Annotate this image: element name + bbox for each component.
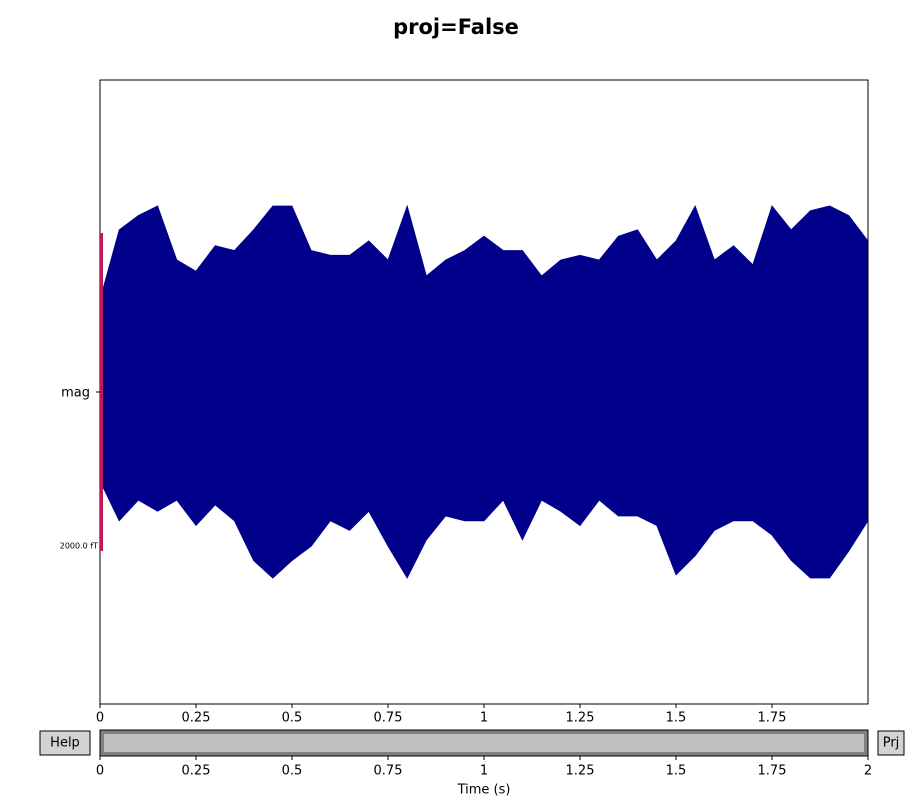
help-button[interactable] — [39, 730, 91, 756]
scrollbar-tick-label: 1.75 — [758, 764, 787, 779]
x-tick-label: 0.25 — [182, 711, 211, 726]
scrollbar-tick-label: 0.5 — [282, 764, 303, 779]
scrollbar-tick-label: 0.25 — [182, 764, 211, 779]
x-tick-label: 0.75 — [374, 711, 403, 726]
signal-envelope — [99, 391, 869, 579]
scrollbar-tick-label: 0.75 — [374, 764, 403, 779]
x-tick-label: 0 — [96, 711, 104, 726]
scrollbar-window — [100, 730, 868, 756]
chart-title: proj=False — [393, 15, 519, 39]
scale-bar-label: 2000.0 fT — [60, 542, 98, 551]
proj-button-label[interactable]: Prj — [883, 736, 900, 751]
scrollbar-tick-label: 1.25 — [566, 764, 595, 779]
scrollbar-tick-label: 1 — [480, 764, 488, 779]
proj-button[interactable] — [877, 730, 905, 756]
x-tick-label: 0.5 — [282, 711, 303, 726]
x-tick-label: 1.5 — [666, 711, 687, 726]
signal-envelope — [99, 204, 869, 393]
scrollbar-tick-label: 2 — [864, 764, 872, 779]
scrollbar-tick-label: 0 — [96, 764, 104, 779]
x-tick-label: 1.25 — [566, 711, 595, 726]
x-tick-label: 1 — [480, 711, 488, 726]
scrollbar-tick-label: 1.5 — [666, 764, 687, 779]
x-axis-label: Time (s) — [457, 783, 511, 798]
channel-label: mag — [61, 386, 90, 401]
help-button-label[interactable]: Help — [50, 736, 80, 751]
x-tick-label: 1.75 — [758, 711, 787, 726]
